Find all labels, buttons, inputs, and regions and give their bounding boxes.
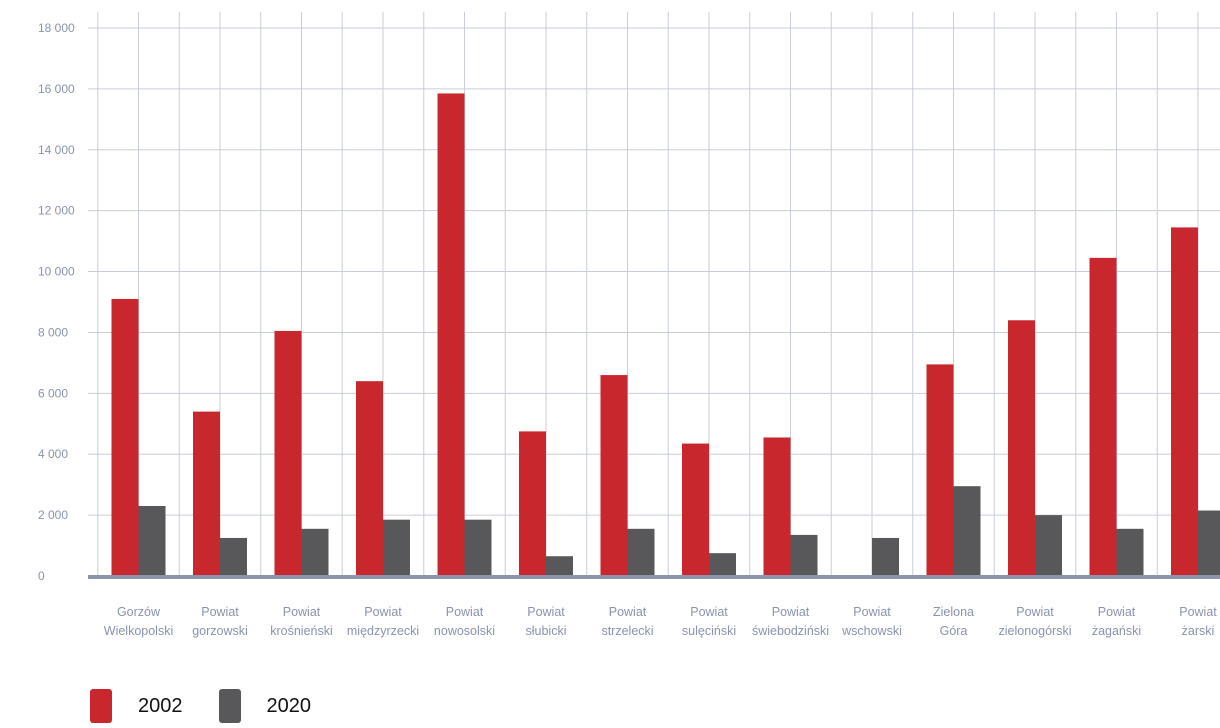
legend-item-2002: 2002 <box>90 689 183 723</box>
y-tick-label: 14 000 <box>38 143 75 157</box>
y-tick-label: 0 <box>38 569 45 583</box>
bar-2002-3 <box>356 381 383 576</box>
y-tick-label: 8 000 <box>38 325 68 339</box>
x-tick-label: strzelecki <box>601 624 653 638</box>
legend-item-2020: 2020 <box>218 689 312 723</box>
x-tick-label: żarski <box>1182 624 1215 638</box>
x-tick-label: świebodziński <box>752 624 829 638</box>
bar-2002-2 <box>274 330 302 576</box>
x-tick-label: wschowski <box>841 624 902 638</box>
bar-2020-2 <box>301 528 329 576</box>
x-tick-label: Powiat <box>690 605 728 619</box>
x-tick-label: nowosolski <box>434 624 495 638</box>
bar-2020-9 <box>872 537 899 576</box>
x-tick-label: Powiat <box>609 605 647 619</box>
legend-label-2020: 2020 <box>266 694 312 717</box>
x-tick-label: Zielona <box>933 605 974 619</box>
x-tick-label: Powiat <box>283 605 321 619</box>
x-tick-label: Powiat <box>1098 605 1136 619</box>
bar-2002-11 <box>1008 320 1035 576</box>
y-tick-label: 6 000 <box>38 386 68 400</box>
bar-2020-10 <box>953 486 981 576</box>
bar-2020-0 <box>138 505 166 576</box>
x-tick-label: Wielkopolski <box>104 624 173 638</box>
bar-2002-10 <box>926 364 954 576</box>
bar-2020-13 <box>1198 510 1220 576</box>
x-tick-label: Gorzów <box>117 605 161 619</box>
x-tick-label: sulęciński <box>682 624 736 638</box>
y-tick-label: 2 000 <box>38 508 68 522</box>
bar-2002-0 <box>111 298 139 576</box>
x-tick-label: Powiat <box>446 605 484 619</box>
y-tick-label: 12 000 <box>38 204 75 218</box>
bar-2002-8 <box>763 437 791 576</box>
bar-2020-3 <box>383 519 410 576</box>
y-tick-label: 16 000 <box>38 82 75 96</box>
x-axis-line <box>88 575 1220 579</box>
x-tick-label: Powiat <box>364 605 402 619</box>
x-tick-label: Powiat <box>853 605 891 619</box>
x-tick-label: międzyrzecki <box>347 624 419 638</box>
x-tick-label: gorzowski <box>192 624 248 638</box>
x-tick-label: Powiat <box>201 605 239 619</box>
legend-swatch-2020 <box>218 689 241 723</box>
bar-2020-8 <box>790 534 818 576</box>
x-tick-label: zielonogórski <box>999 624 1072 638</box>
bar-chart: 0 2 000 4 000 6 000 8 000 10 000 12 000 14 000 1… <box>38 12 1220 638</box>
bar-2020-1 <box>220 537 247 576</box>
y-tick-label: 4 000 <box>38 447 68 461</box>
legend: 2002 2020 <box>90 689 347 723</box>
bar-2020-6 <box>627 528 655 576</box>
x-tick-label: słubicki <box>526 624 567 638</box>
bar-2002-1 <box>193 411 220 576</box>
bar-2020-4 <box>464 519 492 576</box>
bar-2020-11 <box>1035 515 1062 576</box>
bar-2020-12 <box>1116 528 1144 576</box>
bar-2002-13 <box>1171 227 1198 576</box>
legend-label-2002: 2002 <box>138 694 183 717</box>
y-tick-label: 10 000 <box>38 265 75 279</box>
x-tick-label: Powiat <box>1016 605 1054 619</box>
x-tick-label: krośnieński <box>270 624 333 638</box>
x-tick-label: Powiat <box>527 605 565 619</box>
x-tick-label: Powiat <box>1179 605 1217 619</box>
bar-2002-6 <box>600 375 628 576</box>
y-tick-label: 18 000 <box>38 21 75 35</box>
x-tick-label: żagański <box>1092 624 1141 638</box>
bar-2002-7 <box>682 443 709 576</box>
bar-2020-7 <box>709 553 736 576</box>
x-tick-label: Powiat <box>772 605 810 619</box>
bar-2002-12 <box>1089 257 1117 576</box>
x-tick-label: Góra <box>940 624 968 638</box>
bar-2020-5 <box>546 556 573 576</box>
bar-2002-4 <box>437 93 465 576</box>
bar-2002-5 <box>519 431 546 576</box>
legend-swatch-2002 <box>90 689 112 723</box>
